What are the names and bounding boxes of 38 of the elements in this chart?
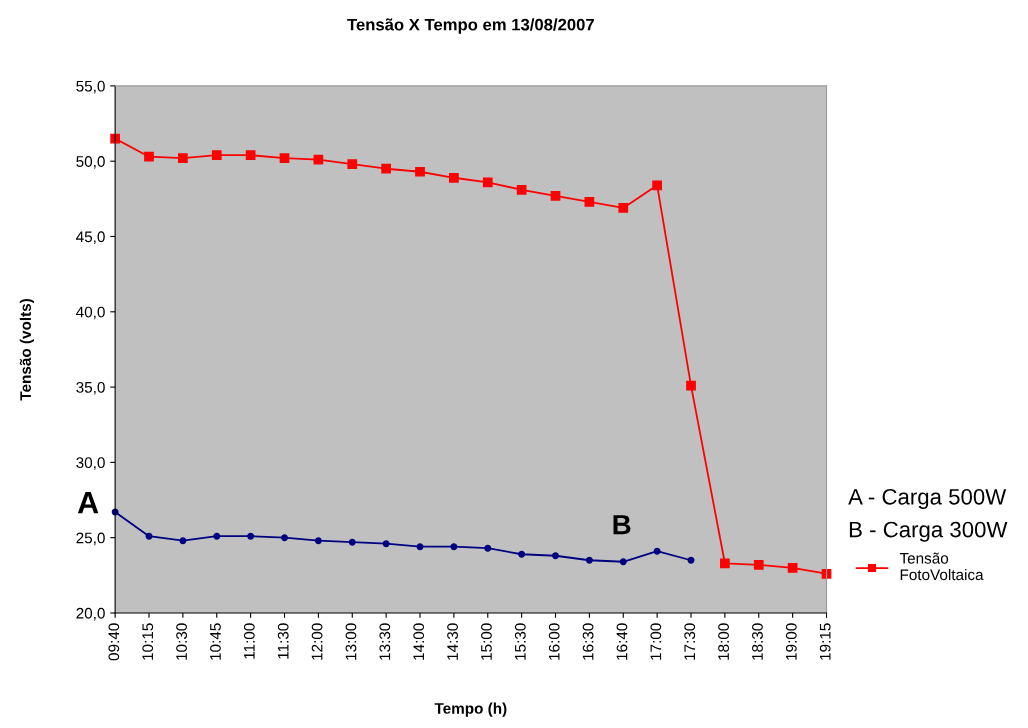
x-tick-label: 17:00 [650,623,662,660]
x-tick-label: 10:15 [142,623,154,660]
x-tick-label: 16:40 [616,623,628,660]
x-tick-label: 18:30 [752,623,763,660]
y-tick-label: 30,0 [76,457,105,470]
x-tick-label: 15:00 [481,623,492,660]
y-tick-label: 50,0 [76,156,105,169]
x-tick-label: 16:30 [582,623,594,660]
y-tick-label: 40,0 [76,306,105,320]
x-tick-label: 11:00 [243,623,255,659]
legend-label: Tensão FotoVoltaica [899,552,984,581]
x-tick-label: 13:00 [345,623,357,660]
y-tick-label: 25,0 [76,532,105,546]
text: A [77,492,99,514]
text: B - Carga 300W [849,521,1008,542]
x-tick-label: 19:15 [819,623,831,660]
chart-title: Tensão X Tempo em 13/08/2007 [347,18,594,34]
x-tick-label: 16:00 [548,623,560,660]
y-axis-title: Tensão (volts) [19,298,35,401]
x-tick-label: 10:45 [210,623,221,660]
y-tick-label: 35,0 [76,381,105,395]
x-tick-label: 19:00 [785,623,797,660]
x-tick-label: 14:30 [447,623,458,660]
y-tick-label: 20,0 [76,607,105,621]
text: A - Carga 500W [848,488,1007,510]
x-tick-label: 14:00 [413,623,425,660]
y-tick-label: 45,0 [76,231,105,244]
x-tick-label: 18:00 [718,623,729,660]
x-tick-label: 09:40 [108,623,120,661]
x-tick-label: 17:30 [684,623,696,660]
y-tick-label: 55,0 [76,80,105,94]
x-tick-label: 10:30 [176,623,187,660]
x-tick-label: 15:30 [514,623,526,660]
x-axis-title: Tempo (h) [434,702,507,717]
x-tick-label: 12:00 [311,623,323,660]
annotation: B [613,515,631,535]
x-tick-label: 11:30 [277,623,289,659]
x-tick-label: 13:30 [379,623,391,660]
